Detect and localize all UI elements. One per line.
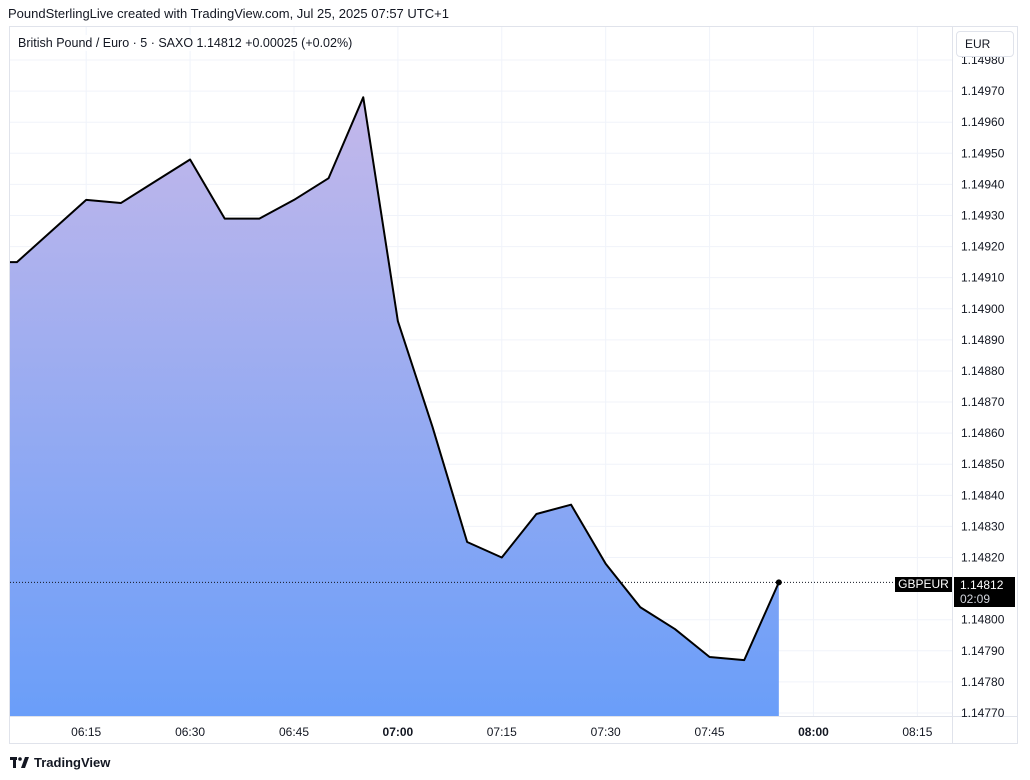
y-tick-label: 1.14870 bbox=[961, 395, 1005, 409]
y-tick-label: 1.14860 bbox=[961, 426, 1005, 440]
y-tick-label: 1.14890 bbox=[961, 333, 1005, 347]
header-attribution: PoundSterlingLive created with TradingVi… bbox=[8, 6, 449, 21]
series-line bbox=[10, 96, 780, 662]
y-tick-label: 1.14790 bbox=[961, 644, 1005, 658]
countdown-value: 02:09 bbox=[960, 592, 991, 606]
x-tick-label: 07:45 bbox=[695, 725, 725, 739]
footer-brand[interactable]: TradingView bbox=[10, 755, 110, 770]
x-tick-label: 06:30 bbox=[175, 725, 205, 739]
x-tick-label: 06:15 bbox=[71, 725, 101, 739]
y-tick-label: 1.14800 bbox=[961, 613, 1005, 627]
y-tick-label: 1.14920 bbox=[961, 240, 1005, 254]
y-tick-label: 1.14900 bbox=[961, 302, 1005, 316]
last-price-dot bbox=[775, 579, 782, 586]
chart-legend: British Pound / Euro · 5 · SAXO 1.14812 … bbox=[18, 35, 353, 51]
y-tick-label: 1.14940 bbox=[961, 177, 1005, 191]
x-tick-label: 06:45 bbox=[279, 725, 309, 739]
y-tick-label: 1.14880 bbox=[961, 364, 1005, 378]
x-tick-label: 07:30 bbox=[591, 725, 621, 739]
area-series bbox=[10, 96, 952, 716]
x-tick-label: 08:15 bbox=[902, 725, 932, 739]
x-tick-label: 08:00 bbox=[798, 725, 829, 739]
y-tick-label: 1.14770 bbox=[961, 706, 1005, 720]
y-tick-label: 1.14830 bbox=[961, 519, 1005, 533]
y-tick-label: 1.14780 bbox=[961, 675, 1005, 689]
footer-brand-label: TradingView bbox=[34, 755, 111, 770]
y-tick-label: 1.14970 bbox=[961, 84, 1005, 98]
y-tick-label: 1.14960 bbox=[961, 115, 1005, 129]
currency-button[interactable]: EUR bbox=[956, 31, 1014, 57]
y-tick-label: 1.14850 bbox=[961, 457, 1005, 471]
x-tick-label: 07:15 bbox=[487, 725, 517, 739]
symbol-tag: GBPEUR bbox=[895, 577, 952, 592]
last-price-tag: 1.14812 02:09 bbox=[954, 577, 1015, 607]
y-tick-label: 1.14930 bbox=[961, 208, 1005, 222]
axes bbox=[10, 27, 1018, 744]
last-price-value: 1.14812 bbox=[960, 578, 1004, 592]
y-axis: 1.14770 1.14780 1.14790 1.14800 1.14820 1.148… bbox=[961, 53, 1005, 720]
chart-frame bbox=[9, 26, 1018, 744]
tradingview-logo-icon bbox=[10, 756, 29, 768]
x-tick-label: 07:00 bbox=[383, 725, 414, 739]
area-fill bbox=[10, 97, 779, 716]
y-tick-label: 1.14820 bbox=[961, 551, 1005, 565]
y-tick-label: 1.14910 bbox=[961, 271, 1005, 285]
y-tick-label: 1.14950 bbox=[961, 146, 1005, 160]
x-axis: 06:15 06:30 06:45 07:00 07:15 07:30 07:45 08:00… bbox=[71, 725, 933, 739]
y-tick-label: 1.14840 bbox=[961, 488, 1005, 502]
